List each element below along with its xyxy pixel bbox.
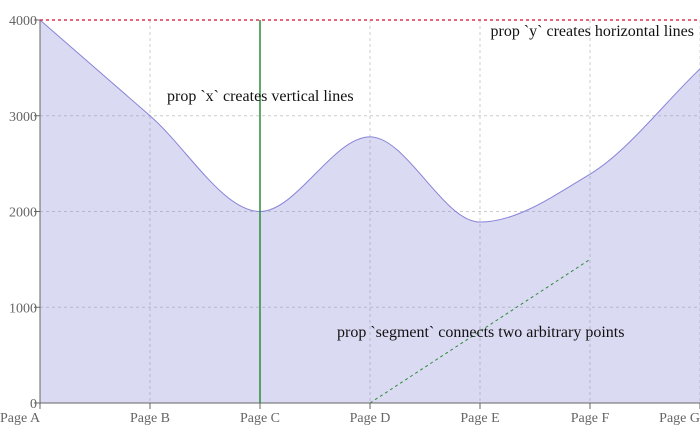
reference-line-vertical-label: prop `x` creates vertical lines xyxy=(167,88,354,105)
reference-line-horizontal-label: prop `y` creates horizontal lines xyxy=(491,23,694,40)
x-tick-label-4: Page E xyxy=(460,411,499,426)
x-tick-label-2: Page C xyxy=(240,411,280,426)
area-series-fill xyxy=(40,20,700,403)
y-axis-ticks: 0 1000 2000 3000 4000 xyxy=(9,14,40,412)
y-tick-label-1: 1000 xyxy=(9,301,37,316)
area-series-line xyxy=(39,19,700,223)
y-tick-label-2: 2000 xyxy=(9,206,37,221)
x-tick-label-5: Page F xyxy=(571,411,610,426)
reference-segment xyxy=(369,258,591,404)
reference-segment-label: prop `segment` connects two arbitrary po… xyxy=(337,324,624,341)
x-tick-label-6: Page G xyxy=(659,411,700,426)
y-tick-label-4: 4000 xyxy=(9,14,37,29)
x-tick-label-3: Page D xyxy=(350,411,391,426)
x-axis-ticks: Page A Page B Page C Page D Page E Page F Page… xyxy=(0,403,700,426)
y-tick-label-3: 3000 xyxy=(9,110,37,125)
x-tick-label-1: Page B xyxy=(130,411,170,426)
y-tick-label-0: 0 xyxy=(30,397,37,412)
x-tick-label-0: Page A xyxy=(0,411,41,426)
